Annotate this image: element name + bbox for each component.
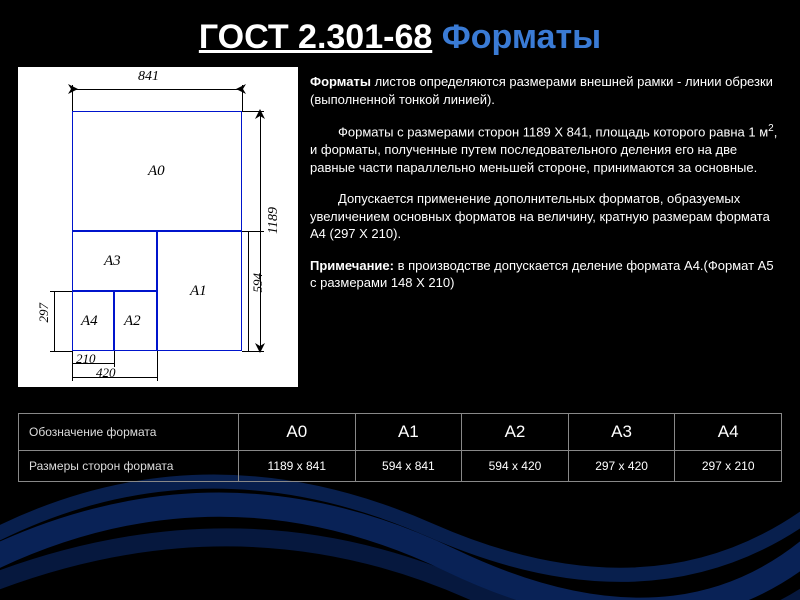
para-1: Форматы листов определяются размерами вн… — [310, 73, 782, 108]
page-title: ГОСТ 2.301-68 Форматы — [0, 0, 800, 57]
table-row-designation: Обозначение формата A0 A1 A2 A3 A4 — [19, 414, 782, 451]
col-a2: A2 — [462, 414, 569, 451]
size-a1: 594 x 841 — [355, 451, 462, 482]
para-4: Примечание: в производстве допускается д… — [310, 257, 782, 292]
gost-link: ГОСТ 2.301-68 — [199, 18, 432, 56]
label-a1: A1 — [190, 283, 207, 300]
dim-841: 841 — [138, 69, 159, 85]
size-a4: 297 x 210 — [675, 451, 782, 482]
col-a0: A0 — [239, 414, 356, 451]
formats-table: Обозначение формата A0 A1 A2 A3 A4 Разме… — [0, 387, 800, 482]
size-a0: 1189 x 841 — [239, 451, 356, 482]
dim-1189: 1189 — [266, 207, 282, 234]
dim-210: 210 — [76, 351, 96, 367]
title-blue: Форматы — [442, 18, 601, 56]
dim-420: 420 — [96, 365, 116, 381]
label-a0: A0 — [148, 163, 165, 180]
col-a4: A4 — [675, 414, 782, 451]
label-a4: A4 — [81, 313, 98, 330]
table-row-sizes: Размеры сторон формата 1189 x 841 594 x … — [19, 451, 782, 482]
row-head-2: Размеры сторон формата — [19, 451, 239, 482]
dim-297: 297 — [36, 303, 52, 323]
col-a1: A1 — [355, 414, 462, 451]
para-2: Форматы с размерами сторон 1189 Х 841, п… — [310, 122, 782, 176]
label-a3: A3 — [104, 253, 121, 270]
row-head-1: Обозначение формата — [19, 414, 239, 451]
body-text: Форматы листов определяются размерами вн… — [310, 67, 782, 387]
size-a2: 594 x 420 — [462, 451, 569, 482]
formats-diagram: 841 A0 A1 A3 A4 A2 1189 594 297 — [18, 67, 298, 387]
para-3: Допускается применение дополнительных фо… — [310, 190, 782, 243]
dim-594: 594 — [250, 273, 266, 293]
label-a2: A2 — [124, 313, 141, 330]
size-a3: 297 x 420 — [568, 451, 675, 482]
col-a3: A3 — [568, 414, 675, 451]
